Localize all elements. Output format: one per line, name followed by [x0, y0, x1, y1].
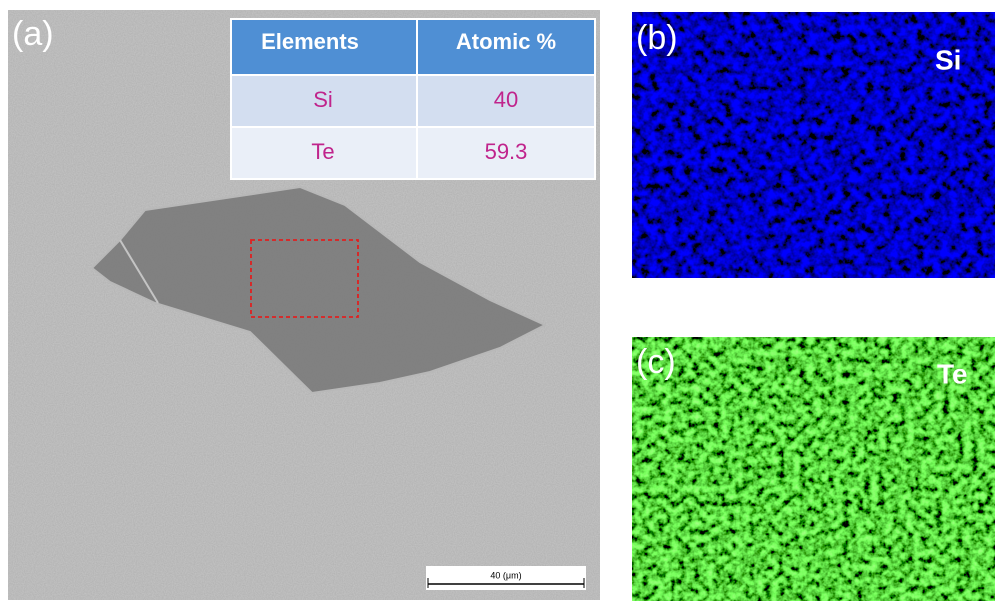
cell-text: Si [313, 87, 333, 112]
figure: (a) Elements Atomic % Si 40 Te 59.3 40 (… [0, 0, 995, 601]
panel-label: (c) [636, 343, 676, 381]
header-text: Elements [261, 29, 359, 54]
cell-text: Te [311, 139, 334, 164]
table: Elements Atomic % Si 40 Te 59.3 [230, 18, 596, 180]
page: (a) Elements Atomic % Si 40 Te 59.3 40 (… [0, 0, 995, 601]
scale-bar: 40 (μm) [426, 566, 586, 590]
scale-text: 40 (μm) [490, 570, 521, 580]
element-label: Te [937, 358, 968, 389]
panel-label: (b) [636, 19, 678, 57]
panel-label: (a) [12, 15, 54, 53]
header-text: Atomic % [456, 29, 556, 54]
cell-text: 40 [494, 87, 518, 112]
element-label: Si [935, 44, 961, 75]
cell-text: 59.3 [485, 139, 528, 164]
